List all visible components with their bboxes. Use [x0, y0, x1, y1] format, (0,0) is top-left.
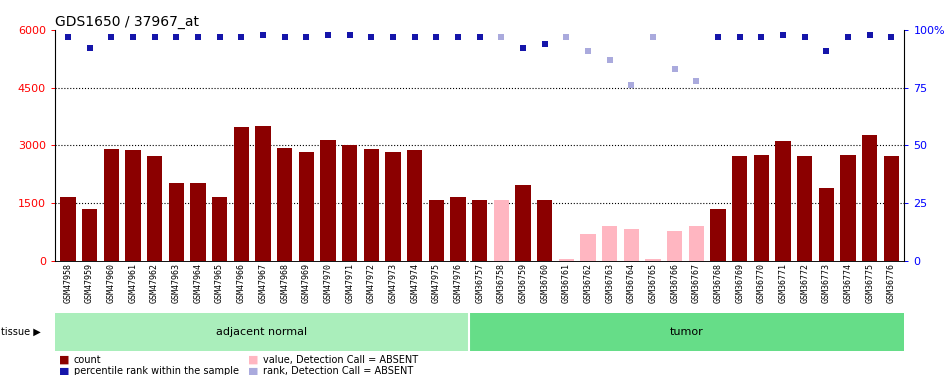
Text: GSM47971: GSM47971	[345, 263, 354, 303]
Text: GSM36757: GSM36757	[475, 263, 484, 303]
Bar	[55, 313, 469, 351]
Bar	[559, 260, 574, 261]
Bar	[537, 200, 552, 261]
Bar	[407, 150, 422, 261]
Text: GSM47960: GSM47960	[107, 263, 116, 303]
Text: GSM47963: GSM47963	[171, 263, 181, 303]
Text: ■: ■	[59, 366, 69, 375]
Text: GSM47968: GSM47968	[280, 263, 289, 303]
Bar	[732, 156, 747, 261]
Text: GSM36768: GSM36768	[713, 263, 723, 303]
Text: GSM36761: GSM36761	[562, 263, 571, 303]
Text: tumor: tumor	[670, 327, 704, 337]
Text: GDS1650 / 37967_at: GDS1650 / 37967_at	[55, 15, 199, 29]
Text: GSM47962: GSM47962	[151, 263, 159, 303]
Bar	[602, 226, 617, 261]
Text: GSM36773: GSM36773	[822, 263, 831, 303]
Text: GSM47974: GSM47974	[410, 263, 420, 303]
Text: GSM47972: GSM47972	[366, 263, 376, 303]
Bar	[710, 209, 725, 261]
Bar	[385, 152, 401, 261]
Bar	[320, 140, 335, 261]
Bar	[342, 144, 357, 261]
Bar	[819, 188, 834, 261]
Text: GSM36774: GSM36774	[844, 263, 852, 303]
Text: rank, Detection Call = ABSENT: rank, Detection Call = ABSENT	[263, 366, 414, 375]
Bar	[776, 141, 791, 261]
Bar	[103, 149, 119, 261]
Bar	[667, 231, 682, 261]
Bar	[125, 150, 140, 261]
Text: GSM36772: GSM36772	[800, 263, 809, 303]
Bar	[581, 234, 596, 261]
Text: GSM36759: GSM36759	[519, 263, 527, 303]
Bar	[688, 226, 704, 261]
Text: percentile rank within the sample: percentile rank within the sample	[74, 366, 239, 375]
Text: ■: ■	[248, 355, 259, 365]
Bar	[169, 183, 184, 261]
Bar	[493, 200, 509, 261]
Bar	[190, 183, 205, 261]
Bar	[624, 229, 639, 261]
Text: ■: ■	[248, 366, 259, 375]
Text: GSM47961: GSM47961	[129, 263, 137, 303]
Bar	[754, 154, 769, 261]
Bar	[147, 156, 162, 261]
Bar	[212, 197, 227, 261]
Text: GSM47976: GSM47976	[454, 263, 462, 303]
Text: GSM47973: GSM47973	[388, 263, 398, 303]
Bar	[61, 197, 76, 261]
Text: GSM36770: GSM36770	[757, 263, 766, 303]
Bar	[862, 135, 877, 261]
Text: GSM36764: GSM36764	[627, 263, 635, 303]
Text: GSM36767: GSM36767	[692, 263, 701, 303]
Text: GSM36775: GSM36775	[866, 263, 874, 303]
Text: tissue ▶: tissue ▶	[1, 327, 41, 337]
Bar	[646, 260, 661, 261]
Bar	[472, 200, 488, 261]
Text: GSM36762: GSM36762	[583, 263, 593, 303]
Bar	[256, 126, 271, 261]
Text: GSM47969: GSM47969	[302, 263, 311, 303]
Bar	[364, 149, 379, 261]
Text: ■: ■	[59, 355, 69, 365]
Text: GSM47959: GSM47959	[85, 263, 94, 303]
Text: count: count	[74, 355, 101, 365]
Text: GSM47964: GSM47964	[193, 263, 203, 303]
Text: GSM36776: GSM36776	[887, 263, 896, 303]
Text: GSM36769: GSM36769	[735, 263, 744, 303]
Bar	[298, 152, 313, 261]
Text: GSM36771: GSM36771	[778, 263, 788, 303]
Bar	[429, 200, 444, 261]
Text: value, Detection Call = ABSENT: value, Detection Call = ABSENT	[263, 355, 419, 365]
Bar	[884, 156, 899, 261]
Bar	[451, 197, 466, 261]
Text: GSM47967: GSM47967	[259, 263, 267, 303]
Text: adjacent normal: adjacent normal	[216, 327, 308, 337]
Bar	[277, 148, 293, 261]
Text: GSM47965: GSM47965	[215, 263, 224, 303]
Text: GSM47975: GSM47975	[432, 263, 440, 303]
Text: GSM36763: GSM36763	[605, 263, 615, 303]
Text: GSM36760: GSM36760	[540, 263, 549, 303]
Text: GSM36758: GSM36758	[497, 263, 506, 303]
Text: GSM47970: GSM47970	[324, 263, 332, 303]
Bar	[82, 209, 98, 261]
Text: GSM47958: GSM47958	[63, 263, 72, 303]
Bar	[840, 154, 856, 261]
Bar	[515, 184, 530, 261]
Bar	[797, 156, 813, 261]
Bar	[469, 313, 904, 351]
Text: GSM36766: GSM36766	[670, 263, 679, 303]
Text: GSM36765: GSM36765	[649, 263, 657, 303]
Text: GSM47966: GSM47966	[237, 263, 246, 303]
Bar	[234, 127, 249, 261]
